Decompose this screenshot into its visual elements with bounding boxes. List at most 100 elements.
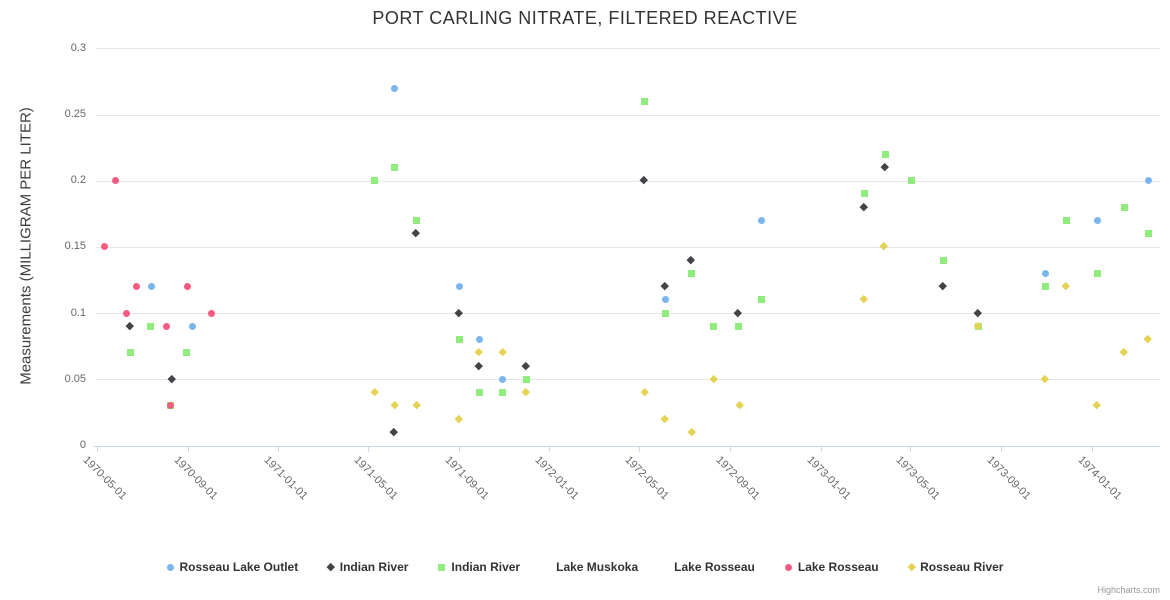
data-point[interactable] [881, 150, 889, 158]
data-point[interactable] [880, 242, 888, 251]
data-point[interactable] [861, 190, 869, 198]
data-point[interactable] [1119, 348, 1128, 356]
data-point[interactable] [860, 202, 868, 211]
legend-item[interactable]: Lake Rosseau [784, 560, 879, 574]
data-point[interactable] [1120, 203, 1128, 211]
legend-item[interactable]: Lake Muskoka [550, 560, 638, 574]
data-point[interactable] [167, 402, 175, 410]
data-point[interactable] [182, 349, 190, 357]
diamond-marker-icon [661, 414, 669, 423]
x-axis-label: 1971-05-01 [351, 453, 400, 502]
data-point[interactable] [167, 374, 176, 383]
legend-item[interactable]: Indian River [327, 560, 408, 574]
data-point[interactable] [111, 177, 119, 185]
data-point[interactable] [122, 309, 130, 317]
data-point[interactable] [474, 348, 483, 356]
legend-item[interactable]: Rosseau River [907, 560, 1003, 574]
data-point[interactable] [661, 414, 669, 423]
data-point[interactable] [133, 283, 141, 291]
data-point[interactable] [411, 229, 420, 237]
square-marker-icon [1042, 283, 1050, 291]
data-point[interactable] [456, 283, 464, 291]
data-point[interactable] [1144, 334, 1152, 343]
data-point[interactable] [188, 322, 196, 330]
data-point[interactable] [474, 361, 483, 370]
data-point[interactable] [710, 374, 718, 383]
data-point[interactable] [938, 281, 947, 290]
data-point[interactable] [1094, 216, 1102, 224]
data-point[interactable] [148, 283, 156, 291]
data-point[interactable] [687, 255, 695, 264]
data-point[interactable] [639, 176, 648, 184]
data-point[interactable] [391, 163, 399, 171]
data-point[interactable] [498, 348, 507, 356]
data-point[interactable] [1061, 281, 1070, 290]
x-axis-tick [909, 445, 911, 452]
data-point[interactable] [640, 97, 648, 105]
data-point[interactable] [521, 361, 530, 370]
diamond-marker-icon [687, 427, 696, 436]
data-point[interactable] [390, 427, 399, 436]
data-point[interactable] [499, 389, 507, 397]
square-marker-icon [371, 177, 379, 185]
y-axis-label: 0.25 [64, 108, 86, 120]
data-point[interactable] [1062, 216, 1070, 224]
data-point[interactable] [126, 321, 134, 330]
circle-marker-icon [1145, 177, 1153, 185]
data-point[interactable] [521, 387, 530, 396]
data-point[interactable] [687, 427, 696, 436]
data-point[interactable] [1093, 401, 1101, 409]
legend-item[interactable]: Indian River [438, 560, 520, 574]
data-point[interactable] [391, 84, 399, 92]
data-point[interactable] [1042, 269, 1050, 277]
data-point[interactable] [522, 375, 530, 383]
data-point[interactable] [127, 349, 135, 357]
data-point[interactable] [880, 162, 889, 171]
data-point[interactable] [973, 321, 982, 330]
data-point[interactable] [456, 336, 464, 344]
data-point[interactable] [758, 296, 766, 304]
data-point[interactable] [735, 322, 743, 330]
data-point[interactable] [1041, 374, 1049, 383]
data-point[interactable] [907, 177, 915, 185]
data-point[interactable] [735, 401, 744, 409]
data-point[interactable] [499, 375, 507, 383]
circle-marker-icon [456, 283, 464, 291]
data-point[interactable] [758, 216, 766, 224]
data-point[interactable] [476, 336, 484, 344]
data-point[interactable] [413, 401, 422, 409]
data-point[interactable] [454, 308, 463, 317]
data-point[interactable] [939, 256, 947, 264]
highcharts-credits-link[interactable]: Highcharts.com [1097, 585, 1160, 595]
data-point[interactable] [101, 243, 109, 251]
data-point[interactable] [1145, 177, 1153, 185]
data-point[interactable] [391, 401, 399, 409]
data-point[interactable] [184, 283, 192, 291]
diamond-marker-icon [390, 427, 399, 436]
data-point[interactable] [146, 322, 154, 330]
data-point[interactable] [371, 177, 379, 185]
data-point[interactable] [476, 389, 484, 397]
data-point[interactable] [1042, 283, 1050, 291]
data-point[interactable] [162, 322, 170, 330]
data-point[interactable] [860, 295, 868, 303]
diamond-marker-icon [880, 162, 889, 171]
legend-item[interactable]: Lake Rosseau [668, 560, 755, 574]
data-point[interactable] [709, 322, 717, 330]
data-point[interactable] [733, 308, 742, 317]
square-marker-icon [391, 163, 399, 171]
data-point[interactable] [688, 269, 696, 277]
data-point[interactable] [1094, 269, 1102, 277]
data-point[interactable] [454, 414, 463, 423]
data-point[interactable] [662, 309, 670, 317]
data-point[interactable] [661, 281, 669, 290]
data-point[interactable] [371, 387, 379, 396]
diamond-marker-icon [126, 321, 134, 330]
data-point[interactable] [973, 308, 982, 317]
data-point[interactable] [208, 309, 216, 317]
data-point[interactable] [413, 216, 420, 224]
data-point[interactable] [1145, 230, 1153, 238]
legend-item[interactable]: Rosseau Lake Outlet [166, 560, 298, 574]
data-point[interactable] [641, 387, 649, 396]
data-point[interactable] [662, 296, 670, 304]
